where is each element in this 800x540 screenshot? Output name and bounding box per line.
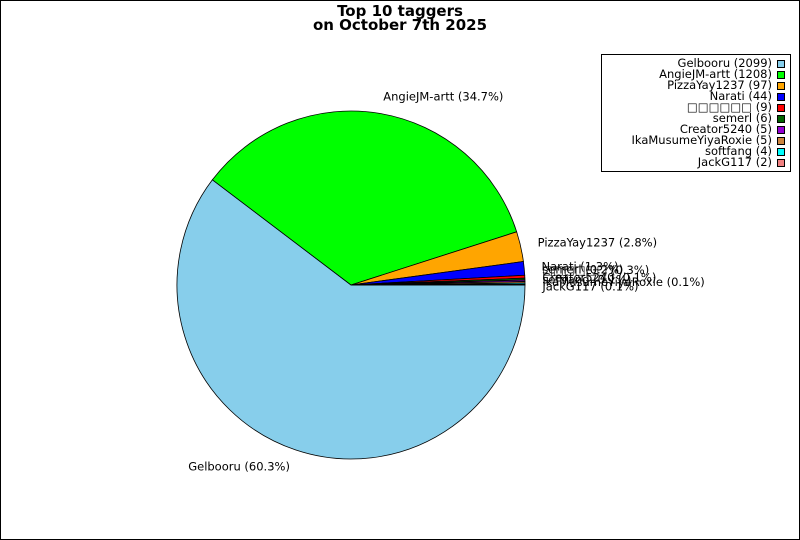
legend-item: Creator5240 (5) bbox=[602, 122, 790, 136]
legend-label: PizzaYay1237 (97) bbox=[667, 78, 772, 92]
legend-item: semerl (6) bbox=[602, 111, 790, 125]
chart-title-line-2: on October 7th 2025 bbox=[313, 16, 487, 34]
chart-title-line-1: Top 10 taggers bbox=[337, 2, 463, 20]
legend-swatch bbox=[777, 114, 785, 123]
legend-label: Creator5240 (5) bbox=[679, 122, 772, 136]
legend-swatch bbox=[777, 158, 785, 167]
legend-swatch bbox=[777, 92, 785, 101]
legend-item: JackG117 (2) bbox=[602, 155, 790, 169]
legend-item: Gelbooru (2099) bbox=[602, 56, 790, 70]
legend-item: Narati (44) bbox=[602, 89, 790, 103]
legend-swatch bbox=[777, 147, 785, 156]
legend-label: IkaMusumeYiyaRoxie (5) bbox=[631, 133, 772, 147]
legend-label: softfang (4) bbox=[704, 144, 772, 158]
legend-swatch bbox=[777, 103, 785, 112]
legend-swatch bbox=[777, 125, 785, 134]
slice-label-semerl: semerl (0.2%) bbox=[542, 262, 623, 276]
legend-item: □□□□□□ (9) bbox=[602, 100, 790, 114]
legend-item: AngieJM-artt (1208) bbox=[602, 67, 790, 81]
legend-item: PizzaYay1237 (97) bbox=[602, 78, 790, 92]
legend-label: semerl (6) bbox=[712, 111, 772, 125]
slice-label-jackg117: JackG117 (0.1%) bbox=[541, 280, 638, 294]
slice-label-narati: Narati (1.3%) bbox=[542, 260, 619, 274]
legend-label: □□□□□□ (9) bbox=[686, 100, 772, 114]
slice-label-pizzayay1237: PizzaYay1237 (2.8%) bbox=[538, 236, 657, 250]
slice-labels: Gelbooru (60.3%) AngieJM-artt (34.7%) Pizz… bbox=[188, 89, 705, 473]
legend-item: IkaMusumeYiyaRoxie (5) bbox=[602, 133, 790, 147]
slice-label-softfang: softfang (0.1%) bbox=[542, 273, 631, 287]
pie-slice-gelbooru bbox=[176, 179, 526, 460]
slice-label-angiejm-artt: AngieJM-artt (34.7%) bbox=[383, 89, 503, 103]
slice-label-gelbooru: Gelbooru (60.3%) bbox=[188, 459, 290, 473]
legend-label: AngieJM-artt (1208) bbox=[659, 67, 772, 81]
slice-label-ikamusumeyiyaroxie: IkaMusumeYiyaRoxie (0.1%) bbox=[542, 275, 704, 289]
legend-swatch bbox=[777, 81, 785, 90]
slice-label--: □□□□□□ (0.3%) bbox=[542, 263, 649, 277]
slice-label-creator5240: Creator5240 (0.1%) bbox=[542, 270, 656, 284]
legend-swatch bbox=[777, 70, 785, 79]
legend-swatch bbox=[777, 59, 785, 68]
pie-slices bbox=[176, 110, 526, 460]
legend-item: softfang (4) bbox=[602, 144, 790, 158]
legend-label: Narati (44) bbox=[709, 89, 772, 103]
legend-label: JackG117 (2) bbox=[697, 155, 772, 169]
chart-legend: Gelbooru (2099) AngieJM-artt (1208) PizzaY… bbox=[601, 54, 791, 172]
legend-swatch bbox=[777, 136, 785, 145]
pie-slice-angiejm-artt bbox=[211, 110, 518, 286]
pie-slice-jackg117 bbox=[350, 283, 526, 286]
legend-label: Gelbooru (2099) bbox=[677, 56, 772, 70]
